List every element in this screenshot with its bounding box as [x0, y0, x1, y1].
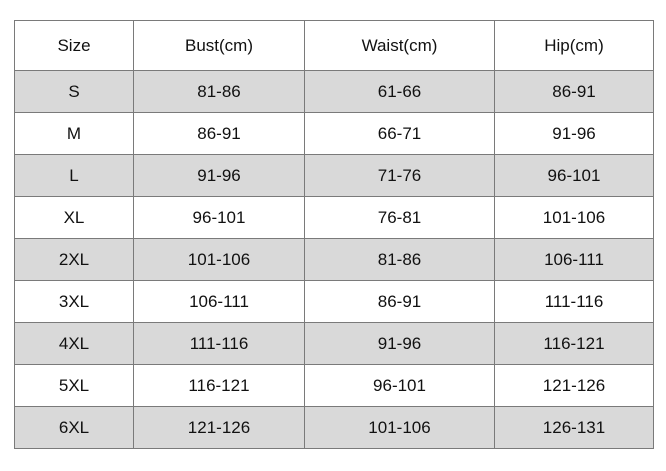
- header-row: Size Bust(cm) Waist(cm) Hip(cm): [14, 20, 654, 71]
- table-cell: 81-86: [304, 238, 495, 281]
- table-cell: 126-131: [494, 406, 654, 449]
- header-cell: Waist(cm): [304, 20, 495, 71]
- table-cell: 96-101: [304, 364, 495, 407]
- table-cell: 61-66: [304, 70, 495, 113]
- table-row: L 91-96 71-76 96-101: [14, 154, 654, 197]
- table-cell: 5XL: [14, 364, 134, 407]
- table-row: 6XL 121-126 101-106 126-131: [14, 406, 654, 449]
- table-cell: 2XL: [14, 238, 134, 281]
- table-cell: 101-106: [304, 406, 495, 449]
- table-cell: 96-101: [494, 154, 654, 197]
- table-cell: 106-111: [494, 238, 654, 281]
- table-row: XL 96-101 76-81 101-106: [14, 196, 654, 239]
- table-cell: 116-121: [133, 364, 305, 407]
- header-cell: Size: [14, 20, 134, 71]
- table-cell: 91-96: [304, 322, 495, 365]
- table-cell: 96-101: [133, 196, 305, 239]
- table-cell: 111-116: [133, 322, 305, 365]
- table-cell: 81-86: [133, 70, 305, 113]
- table-cell: 86-91: [133, 112, 305, 155]
- table-row: 2XL 101-106 81-86 106-111: [14, 238, 654, 281]
- table-cell: 121-126: [494, 364, 654, 407]
- table-cell: 86-91: [304, 280, 495, 323]
- table-cell: 106-111: [133, 280, 305, 323]
- table-cell: XL: [14, 196, 134, 239]
- table-row: 5XL 116-121 96-101 121-126: [14, 364, 654, 407]
- table-cell: S: [14, 70, 134, 113]
- table-cell: 4XL: [14, 322, 134, 365]
- table-row: S 81-86 61-66 86-91: [14, 70, 654, 113]
- table-body: S 81-86 61-66 86-91 M 86-91 66-71 91-96 L 91-96 71…: [14, 70, 654, 449]
- table-cell: 116-121: [494, 322, 654, 365]
- header-cell: Bust(cm): [133, 20, 305, 71]
- table-cell: 86-91: [494, 70, 654, 113]
- table-row: 3XL 106-111 86-91 111-116: [14, 280, 654, 323]
- table-row: 4XL 111-116 91-96 116-121: [14, 322, 654, 365]
- table-cell: 91-96: [494, 112, 654, 155]
- table-cell: 3XL: [14, 280, 134, 323]
- table-cell: 101-106: [133, 238, 305, 281]
- table-cell: 71-76: [304, 154, 495, 197]
- table-cell: 91-96: [133, 154, 305, 197]
- table-cell: 66-71: [304, 112, 495, 155]
- table-cell: L: [14, 154, 134, 197]
- table-cell: M: [14, 112, 134, 155]
- table-cell: 121-126: [133, 406, 305, 449]
- table-cell: 76-81: [304, 196, 495, 239]
- table-cell: 6XL: [14, 406, 134, 449]
- table-header: Size Bust(cm) Waist(cm) Hip(cm): [14, 20, 654, 71]
- header-cell: Hip(cm): [494, 20, 654, 71]
- table-cell: 101-106: [494, 196, 654, 239]
- size-table: Size Bust(cm) Waist(cm) Hip(cm) S 81-86 61-66…: [14, 20, 654, 449]
- table-cell: 111-116: [494, 280, 654, 323]
- table-row: M 86-91 66-71 91-96: [14, 112, 654, 155]
